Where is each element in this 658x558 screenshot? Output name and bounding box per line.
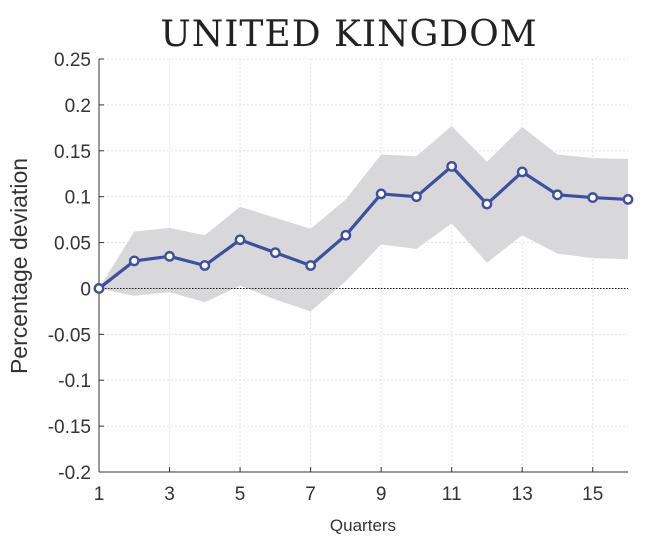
data-point (305, 260, 316, 271)
x-tick-label: 5 (235, 484, 246, 505)
data-point (446, 160, 458, 172)
data-point (481, 198, 493, 210)
y-tick-label: 0.15 (54, 142, 91, 163)
x-tick-label: 9 (376, 484, 387, 505)
data-point (93, 283, 105, 294)
y-tick-label: 0.25 (54, 50, 91, 71)
y-tick-label: 0.1 (65, 188, 91, 209)
y-tick-label: 0.2 (65, 96, 91, 117)
tick-labels: 1 3 5 7 9 11 13 150.250.20.150.10.050-0.05-0.1-… (48, 50, 604, 505)
axes (98, 58, 628, 473)
y-tick-label: -0.15 (48, 417, 91, 438)
x-tick-label: 3 (164, 484, 175, 505)
series-layer (93, 160, 634, 294)
y-tick-label: 0.05 (54, 234, 91, 255)
y-tick-label: 0 (80, 279, 91, 300)
data-point (340, 229, 352, 241)
confidence-band-layer (99, 126, 628, 312)
data-point (552, 189, 563, 201)
x-tick-label: 13 (512, 484, 533, 505)
y-axis-label: Percentage deviation (6, 158, 32, 374)
data-point (516, 166, 528, 178)
confidence-band (99, 126, 628, 312)
y-tick-label: -0.1 (58, 371, 91, 392)
data-point (622, 194, 634, 205)
x-tick-label: 1 (94, 484, 105, 505)
data-point (587, 192, 599, 203)
data-point (128, 255, 140, 267)
data-point (199, 260, 211, 271)
x-tick-label: 11 (442, 484, 462, 505)
y-tick-label: -0.05 (48, 325, 91, 346)
data-point (269, 247, 281, 259)
data-point (234, 234, 246, 246)
y-tick-label: -0.2 (58, 463, 91, 484)
chart-title: UNITED KINGDOM (160, 14, 537, 55)
series-line (98, 164, 629, 290)
data-point (410, 191, 422, 203)
x-tick-label: 15 (582, 484, 603, 505)
data-point (375, 188, 387, 200)
x-axis-label: Quarters (330, 516, 396, 535)
x-tick-label: 7 (305, 484, 316, 505)
data-point (164, 250, 175, 262)
